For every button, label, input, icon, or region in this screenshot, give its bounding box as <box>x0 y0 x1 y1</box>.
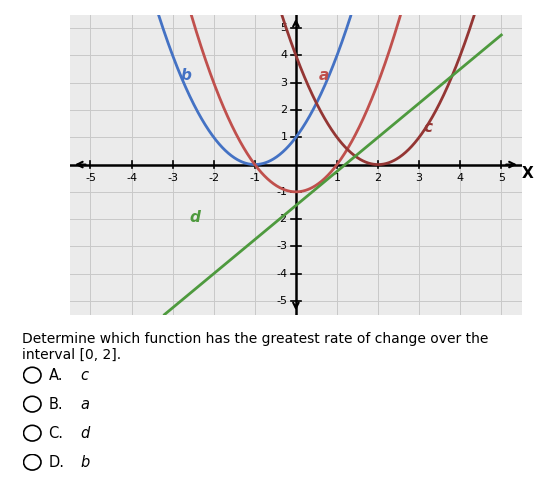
Text: -1: -1 <box>249 173 260 183</box>
Text: -5: -5 <box>277 296 288 306</box>
Text: 5: 5 <box>281 23 288 33</box>
Text: c: c <box>423 120 432 135</box>
Text: c: c <box>81 368 89 382</box>
Text: 3: 3 <box>416 173 423 183</box>
Text: 5: 5 <box>498 173 505 183</box>
Text: a: a <box>318 68 329 83</box>
Text: C.: C. <box>48 426 63 440</box>
Text: 3: 3 <box>281 78 288 88</box>
Text: D.: D. <box>48 455 65 469</box>
Text: 2: 2 <box>280 105 288 115</box>
Text: b: b <box>181 68 192 83</box>
Text: -4: -4 <box>277 269 288 279</box>
Text: -1: -1 <box>277 187 288 197</box>
Text: -4: -4 <box>126 173 137 183</box>
Text: A.: A. <box>48 368 63 382</box>
Text: Determine which function has the greatest rate of change over the interval [0, 2: Determine which function has the greates… <box>22 332 488 362</box>
Text: -2: -2 <box>277 214 288 224</box>
Text: a: a <box>81 397 90 411</box>
Text: -5: -5 <box>85 173 96 183</box>
Text: 4: 4 <box>280 50 288 60</box>
Text: -3: -3 <box>167 173 178 183</box>
Text: -3: -3 <box>277 242 288 251</box>
Text: X: X <box>522 166 534 181</box>
Text: -2: -2 <box>208 173 220 183</box>
Text: 2: 2 <box>374 173 381 183</box>
Text: 1: 1 <box>281 132 288 142</box>
Text: d: d <box>189 210 200 225</box>
Text: 1: 1 <box>334 173 341 183</box>
Text: B.: B. <box>48 397 63 411</box>
Text: d: d <box>81 426 90 440</box>
Text: b: b <box>81 455 90 469</box>
Text: 4: 4 <box>457 173 464 183</box>
